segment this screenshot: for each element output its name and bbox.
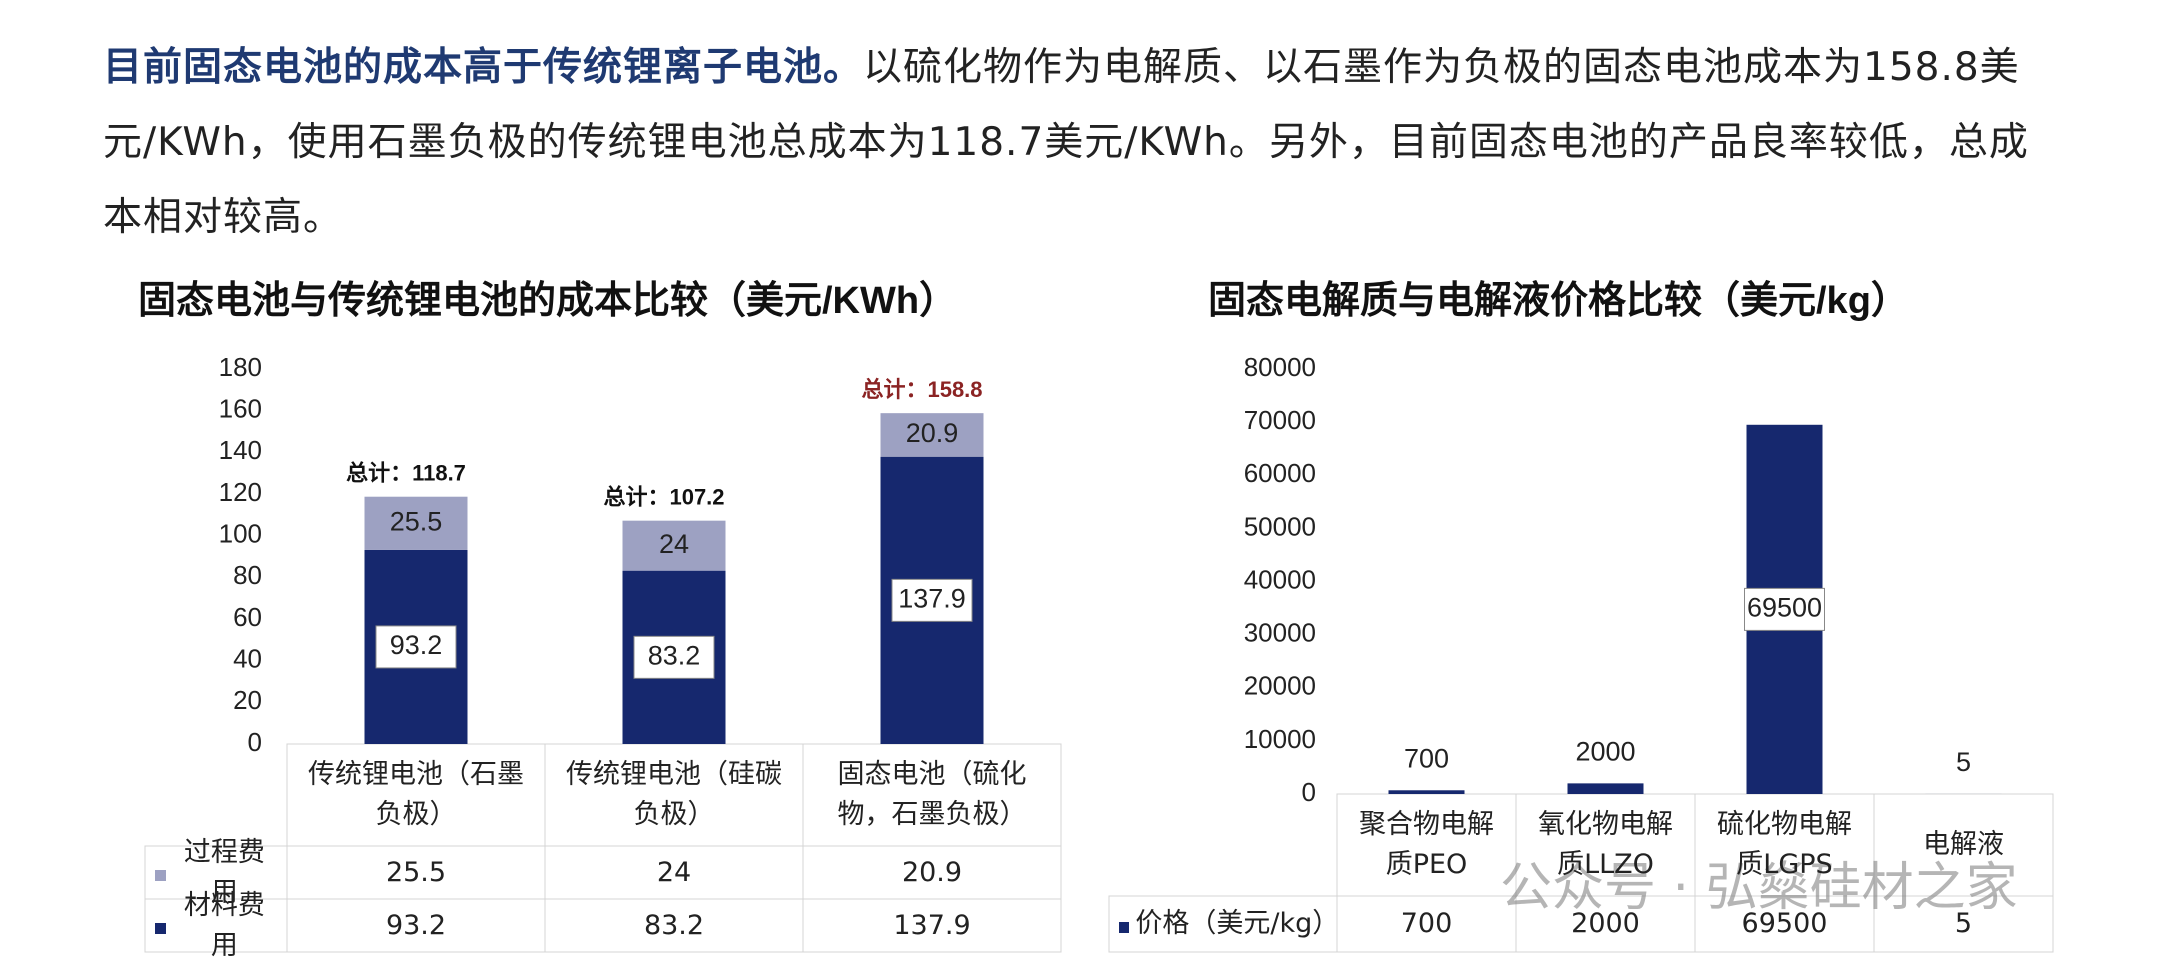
value-label: 83.2 [648, 640, 701, 670]
category-label-text: 聚合物电解质PEO [1347, 805, 1506, 885]
legend-label: 价格（美元/kg） [1109, 896, 1337, 952]
y-tick-label: 0 [248, 727, 262, 757]
legend-swatch [1119, 922, 1129, 933]
legend-label: 材料费用 [145, 899, 287, 952]
table-value-text: 25.5 [386, 853, 446, 893]
chart-title: 固态电池与传统锂电池的成本比较（美元/KWh） [138, 280, 957, 322]
category-label-text: 氧化物电解质LLZO [1526, 805, 1685, 885]
category-label: 电解液 [1874, 794, 2053, 896]
table-value-text: 5 [1955, 904, 1972, 944]
legend-swatch [155, 870, 166, 881]
category-label-text: 传统锂电池（石墨负极） [297, 755, 535, 835]
y-tick-label: 80 [233, 560, 262, 590]
table-value: 25.5 [287, 846, 545, 899]
table-value-text: 20.9 [902, 853, 962, 893]
y-tick-label: 160 [219, 394, 262, 424]
category-label-text: 硫化物电解质LGPS [1705, 805, 1864, 885]
y-tick-label: 30000 [1244, 618, 1316, 648]
category-label-text: 传统锂电池（硅碳负极） [555, 755, 793, 835]
y-tick-label: 20000 [1244, 671, 1316, 701]
category-label: 固态电池（硫化物，石墨负极） [803, 744, 1061, 846]
y-tick-label: 10000 [1244, 724, 1316, 754]
category-label: 传统锂电池（硅碳负极） [545, 744, 803, 846]
table-value: 700 [1337, 896, 1516, 952]
table-value: 69500 [1695, 896, 1874, 952]
value-label: 5 [1956, 747, 1971, 777]
legend-label-text: 价格（美元/kg） [1135, 904, 1327, 944]
table-value: 137.9 [803, 899, 1061, 952]
table-value: 5 [1874, 896, 2053, 952]
table-value-text: 137.9 [893, 906, 970, 946]
table-value: 93.2 [287, 899, 545, 952]
y-tick-label: 50000 [1244, 511, 1316, 541]
value-label: 25.5 [390, 506, 443, 536]
y-tick-label: 60 [233, 602, 262, 632]
chart-title: 固态电解质与电解液价格比较（美元/kg） [1208, 280, 1909, 322]
total-label: 总计：107.2 [603, 484, 724, 509]
table-value: 2000 [1516, 896, 1695, 952]
value-label: 69500 [1747, 593, 1822, 623]
table-value-text: 2000 [1571, 904, 1640, 944]
legend-swatch [155, 923, 166, 934]
value-label: 93.2 [390, 630, 443, 660]
table-value: 24 [545, 846, 803, 899]
y-tick-label: 80000 [1244, 352, 1316, 382]
table-value-text: 93.2 [386, 906, 446, 946]
category-label: 氧化物电解质LLZO [1516, 794, 1695, 896]
table-value: 20.9 [803, 846, 1061, 899]
legend-label-text: 材料费用 [172, 886, 277, 966]
y-tick-label: 70000 [1244, 405, 1316, 435]
total-label: 总计：158.8 [861, 377, 982, 402]
table-value: 83.2 [545, 899, 803, 952]
category-label: 聚合物电解质PEO [1337, 794, 1516, 896]
table-value-text: 24 [657, 853, 691, 893]
value-label: 137.9 [898, 583, 966, 613]
category-label: 硫化物电解质LGPS [1695, 794, 1874, 896]
y-tick-label: 40000 [1244, 564, 1316, 594]
table-value-text: 69500 [1742, 904, 1828, 944]
y-tick-label: 120 [219, 477, 262, 507]
category-label: 传统锂电池（石墨负极） [287, 744, 545, 846]
bar [1568, 783, 1644, 794]
value-label: 24 [659, 529, 689, 559]
value-label: 700 [1404, 743, 1449, 773]
table-value-text: 700 [1401, 904, 1453, 944]
y-tick-label: 180 [219, 352, 262, 382]
value-label: 20.9 [906, 418, 959, 448]
y-tick-label: 100 [219, 519, 262, 549]
y-tick-label: 20 [233, 685, 262, 715]
category-label-text: 电解液 [1923, 825, 2004, 865]
y-tick-label: 40 [233, 644, 262, 674]
y-tick-label: 0 [1302, 777, 1316, 807]
value-label: 2000 [1575, 737, 1635, 767]
y-tick-label: 60000 [1244, 458, 1316, 488]
table-value-text: 83.2 [644, 906, 704, 946]
total-label: 总计：118.7 [346, 461, 466, 486]
category-label-text: 固态电池（硫化物，石墨负极） [813, 755, 1051, 835]
y-tick-label: 140 [219, 435, 262, 465]
